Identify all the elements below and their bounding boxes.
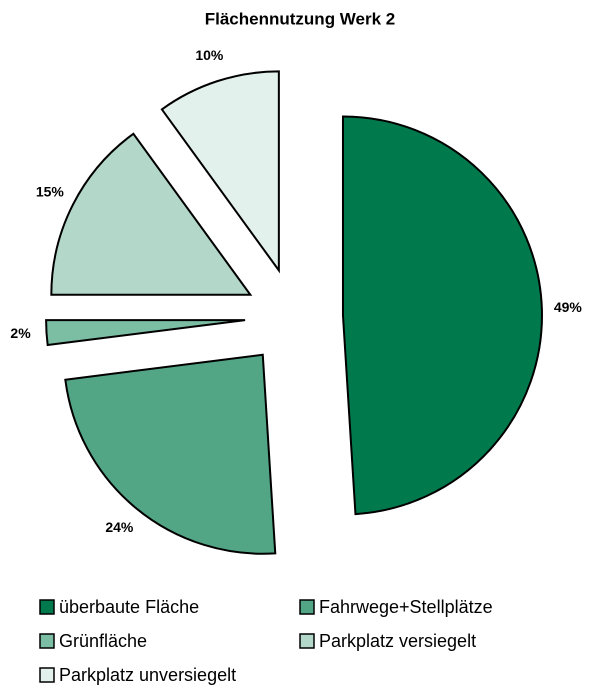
pie-slice <box>341 115 543 516</box>
pie-slice <box>64 353 277 555</box>
legend-swatch <box>39 599 55 615</box>
legend-swatch <box>299 599 315 615</box>
pie-slice <box>160 70 280 274</box>
legend-label: überbaute Fläche <box>59 597 199 617</box>
pie-slice <box>50 132 253 296</box>
data-label: 24% <box>105 519 134 535</box>
legend-label: Parkplatz versiegelt <box>319 631 476 651</box>
legend-label: Fahrwege+Stellplätze <box>319 597 493 617</box>
legend-label: Parkplatz unversiegelt <box>59 665 236 685</box>
data-label: 10% <box>195 47 224 63</box>
data-label: 15% <box>36 183 65 199</box>
data-label: 2% <box>10 325 31 341</box>
chart-title: Flächennutzung Werk 2 <box>205 9 396 28</box>
data-label: 49% <box>554 299 583 315</box>
legend-label: Grünfläche <box>59 631 147 651</box>
legend-swatch <box>39 667 55 683</box>
legend-swatch <box>299 633 315 649</box>
legend-swatch <box>39 633 55 649</box>
pie-slice <box>45 319 246 347</box>
